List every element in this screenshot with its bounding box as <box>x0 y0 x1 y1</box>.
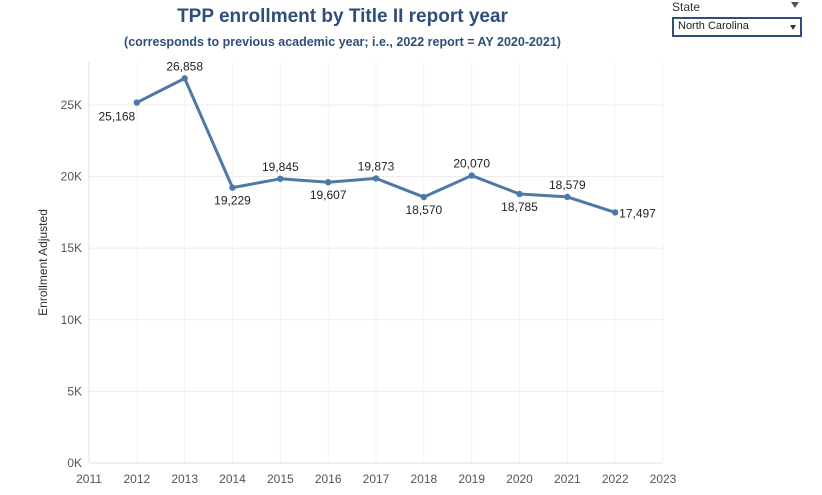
y-axis-title: Enrollment Adjusted <box>36 209 50 316</box>
data-point[interactable] <box>564 193 571 201</box>
y-tick-label: 10K <box>61 313 82 327</box>
data-point[interactable] <box>324 178 332 186</box>
data-label: 18,785 <box>501 200 538 214</box>
y-tick-label: 20K <box>61 170 82 184</box>
x-tick-label: 2022 <box>602 472 629 486</box>
x-tick-label: 2023 <box>650 472 677 486</box>
data-point[interactable] <box>229 184 236 191</box>
x-tick-label: 2011 <box>76 472 102 486</box>
x-tick-label: 2019 <box>458 472 485 486</box>
x-tick-label: 2018 <box>410 472 437 486</box>
x-tick-label: 2013 <box>171 472 198 486</box>
state-filter-select[interactable]: North Carolina <box>672 17 802 37</box>
data-label: 18,570 <box>405 203 442 217</box>
gridlines <box>88 62 664 464</box>
dropdown-arrow-icon <box>790 25 796 30</box>
data-label: 19,229 <box>214 194 251 208</box>
axes: 0K 5K 10K 15K 20K 25K 2011 2012 2013 2014 2015 2016… <box>61 62 677 486</box>
x-tick-label: 2020 <box>506 472 533 486</box>
data-point[interactable] <box>133 99 141 106</box>
data-label: 18,579 <box>549 178 586 192</box>
data-point[interactable] <box>468 172 475 179</box>
data-label: 19,873 <box>358 159 395 173</box>
data-point[interactable] <box>611 209 619 216</box>
y-tick-label: 25K <box>61 98 82 112</box>
data-labels: 25,168 26,858 19,229 19,845 19,607 19,873 18,5… <box>98 59 656 220</box>
y-tick-label: 5K <box>67 384 82 398</box>
data-point[interactable] <box>516 190 523 198</box>
data-label: 20,070 <box>453 157 490 171</box>
x-tick-label: 2014 <box>219 472 246 486</box>
data-label: 25,168 <box>98 110 135 124</box>
state-filter-label: State <box>672 0 701 14</box>
data-point[interactable] <box>181 75 188 82</box>
data-label: 19,607 <box>310 188 347 202</box>
x-tick-label: 2017 <box>363 472 390 486</box>
x-tick-label: 2015 <box>267 472 294 486</box>
chart-title: TPP enrollment by Title II report year <box>177 6 508 27</box>
data-label: 17,497 <box>619 206 656 220</box>
data-label: 26,858 <box>166 59 203 73</box>
data-point[interactable] <box>277 175 284 182</box>
data-label: 19,845 <box>262 160 299 174</box>
x-tick-label: 2016 <box>315 472 342 486</box>
chart-subtitle: (corresponds to previous academic year; … <box>124 35 561 49</box>
state-filter-value: North Carolina <box>678 20 749 32</box>
y-tick-label: 15K <box>61 241 82 255</box>
data-point[interactable] <box>372 175 380 182</box>
data-point[interactable] <box>420 193 428 201</box>
filter-menu-caret-icon[interactable] <box>791 2 799 8</box>
y-tick-label: 0K <box>67 456 82 470</box>
x-tick-label: 2012 <box>123 472 150 486</box>
x-tick-label: 2021 <box>554 472 581 486</box>
series <box>133 75 619 216</box>
